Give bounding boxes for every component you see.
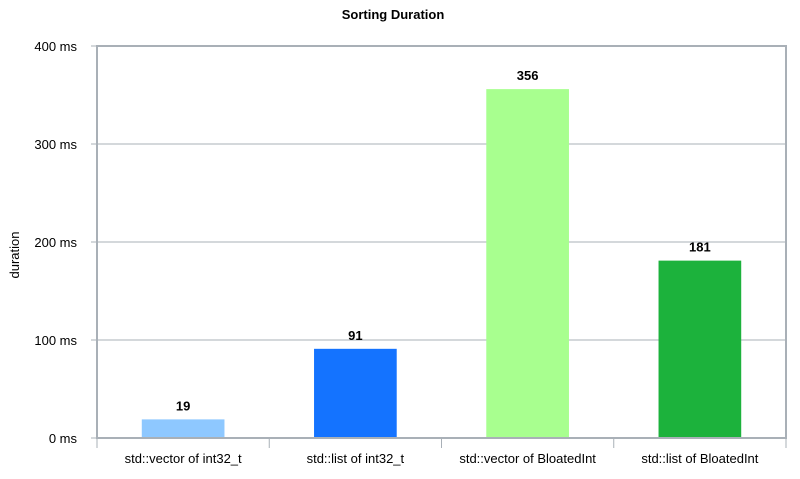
- bar: [486, 89, 569, 439]
- bar: [314, 348, 397, 438]
- y-tick-label: 100 ms: [34, 333, 77, 348]
- axis-layer: [91, 45, 787, 448]
- data-label: 19: [176, 398, 190, 413]
- x-tick-label: std::vector of BloatedInt: [459, 451, 596, 466]
- chart-title: Sorting Duration: [342, 7, 445, 22]
- y-axis-label: duration: [7, 232, 22, 279]
- data-label: 181: [689, 240, 711, 255]
- y-tick-label: 300 ms: [34, 137, 77, 152]
- label-layer: 0 ms 100 ms 200 ms 300 ms 400 ms 19 91 356 181 st…: [34, 39, 758, 466]
- x-tick-label: std::list of BloatedInt: [641, 451, 758, 466]
- y-tick-label: 200 ms: [34, 235, 77, 250]
- x-tick-label: std::list of int32_t: [307, 451, 405, 466]
- y-tick-label: 0 ms: [49, 431, 78, 446]
- bar: [658, 260, 742, 438]
- x-tick-label: std::vector of int32_t: [125, 451, 242, 466]
- data-label: 356: [517, 68, 539, 83]
- bar: [141, 419, 225, 438]
- y-tick-label: 400 ms: [34, 39, 77, 54]
- data-label: 91: [348, 328, 362, 343]
- bars-layer: [141, 89, 742, 439]
